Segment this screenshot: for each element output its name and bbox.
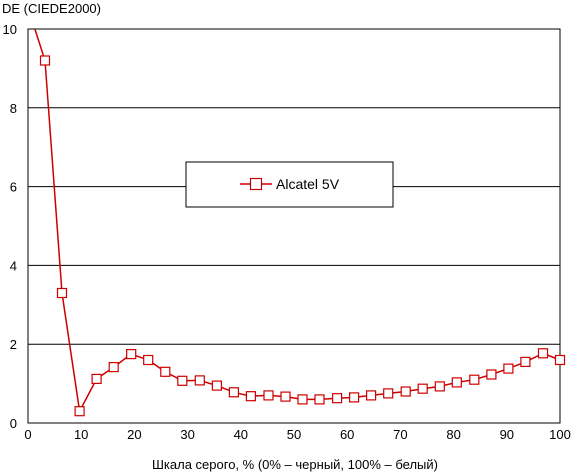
y-tick-label: 4	[10, 258, 17, 273]
data-point	[177, 375, 188, 386]
data-point	[520, 356, 531, 367]
series-group	[34, 28, 566, 417]
data-point	[263, 390, 274, 401]
data-point	[383, 388, 394, 399]
data-point	[451, 377, 462, 388]
x-axis-title: Шкала серого, % (0% – черный, 100% – бел…	[152, 457, 438, 472]
x-tick-label: 30	[180, 427, 194, 442]
data-point	[108, 362, 119, 373]
data-point	[417, 383, 428, 394]
data-point	[486, 369, 497, 380]
x-tick-label: 90	[500, 427, 514, 442]
data-point	[74, 406, 85, 417]
data-point	[503, 363, 514, 374]
x-tick-label: 40	[234, 427, 248, 442]
y-tick-label: 10	[3, 22, 17, 37]
series-line	[34, 28, 561, 414]
data-point	[228, 387, 239, 398]
data-point	[349, 392, 360, 403]
data-point	[280, 391, 291, 402]
data-point	[434, 381, 445, 392]
data-point	[56, 287, 68, 299]
data-point	[332, 393, 343, 404]
x-tick-label: 20	[127, 427, 141, 442]
x-tick-label: 60	[340, 427, 354, 442]
x-tick-label: 10	[74, 427, 88, 442]
x-tick-label: 100	[549, 427, 571, 442]
data-point	[39, 55, 51, 66]
data-point	[245, 391, 256, 402]
plot-frame	[27, 28, 561, 424]
data-point	[314, 394, 325, 405]
x-tick-label: 50	[287, 427, 301, 442]
data-point	[126, 349, 137, 360]
data-point	[91, 373, 102, 384]
legend: Alcatel 5V	[185, 161, 394, 208]
data-point	[400, 386, 411, 397]
data-point	[211, 380, 222, 391]
y-tick-label: 6	[10, 180, 17, 195]
data-point	[366, 390, 377, 401]
x-tick-label: 0	[24, 427, 31, 442]
legend-box	[185, 161, 394, 208]
data-point	[297, 394, 308, 405]
y-tick-label: 2	[10, 337, 17, 352]
y-axis-title: DE (CIEDE2000)	[2, 1, 101, 16]
data-point	[469, 374, 480, 385]
y-tick-label: 0	[10, 416, 17, 431]
x-tick-label: 80	[446, 427, 460, 442]
y-tick-label: 8	[10, 101, 17, 116]
y-tick-labels: 0 2 4 6 8 10	[3, 22, 17, 431]
data-point	[537, 348, 549, 359]
legend-marker	[249, 177, 263, 191]
data-point	[194, 375, 205, 386]
gridlines	[28, 28, 560, 424]
data-point	[143, 354, 154, 366]
data-point	[554, 354, 566, 366]
x-tick-labels: 0 10 20 30 40 50 60 70 80 90 100	[24, 427, 570, 442]
x-tick-label: 70	[393, 427, 407, 442]
legend-label: Alcatel 5V	[276, 176, 340, 192]
data-point	[160, 366, 171, 377]
